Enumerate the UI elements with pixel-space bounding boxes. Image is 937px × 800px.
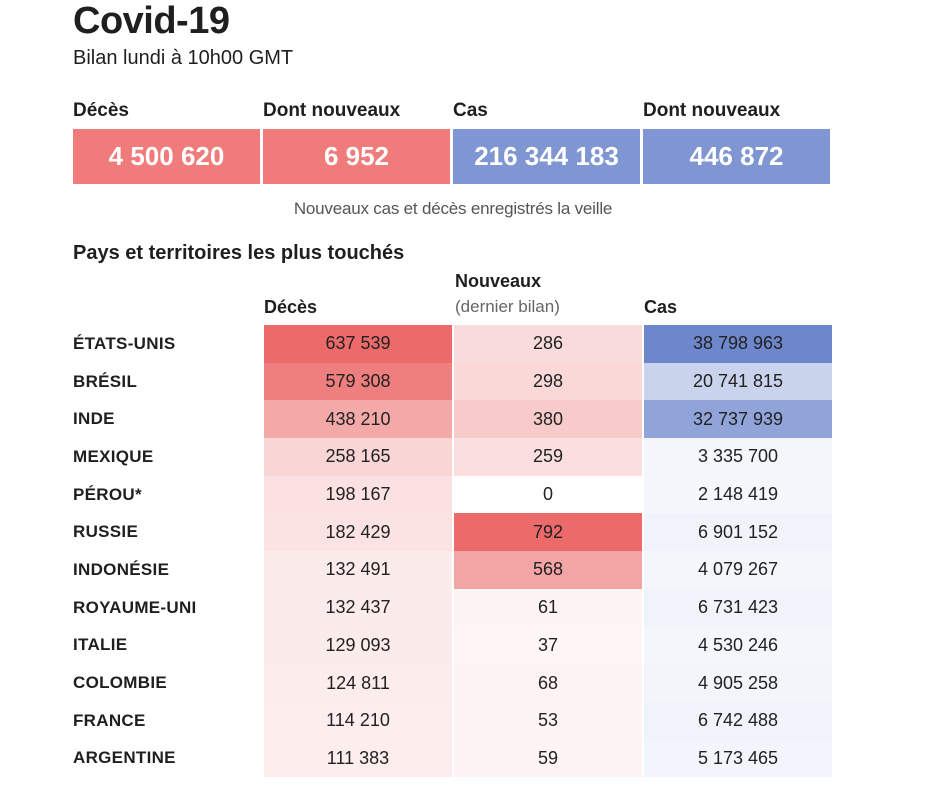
table-row: ITALIE 129 093 37 4 530 246 <box>73 626 835 665</box>
table-row: BRÉSIL 579 308 298 20 741 815 <box>73 362 835 401</box>
cases-cell: 2 148 419 <box>644 475 832 514</box>
country-label: ÉTATS-UNIS <box>73 333 176 353</box>
country-label: BRÉSIL <box>73 371 138 391</box>
cases-cell: 20 741 815 <box>644 362 832 401</box>
deaths-cell: 182 429 <box>264 513 452 552</box>
country-label: ITALIE <box>73 635 128 655</box>
new-cell: 259 <box>454 438 642 476</box>
new-cell: 792 <box>454 513 642 552</box>
country-label: FRANCE <box>73 710 146 730</box>
table-row: MEXIQUE 258 165 259 3 335 700 <box>73 438 835 476</box>
table-row: COLOMBIE 124 811 68 4 905 258 <box>73 664 835 702</box>
column-header-new-sub: (dernier bilan) <box>455 297 560 316</box>
table-row: INDONÉSIE 132 491 568 4 079 267 <box>73 551 835 589</box>
table-row: RUSSIE 182 429 792 6 901 152 <box>73 513 835 552</box>
table-row: ARGENTINE 111 383 59 5 173 465 <box>73 739 835 778</box>
column-header-cases: Cas <box>644 297 678 317</box>
cases-cell: 4 905 258 <box>644 664 832 702</box>
table-row: FRANCE 114 210 53 6 742 488 <box>73 701 835 740</box>
cases-cell: 6 901 152 <box>644 513 832 552</box>
table-row: ÉTATS-UNIS 637 539 286 38 798 963 <box>73 325 835 363</box>
page-subtitle: Bilan lundi à 10h00 GMT <box>73 47 294 69</box>
cases-cell: 38 798 963 <box>644 325 832 363</box>
country-label: ARGENTINE <box>73 748 176 768</box>
new-cell: 286 <box>454 325 642 363</box>
column-header-deaths: Décès <box>264 297 318 317</box>
deaths-cell: 132 491 <box>264 551 452 589</box>
new-cell: 59 <box>454 739 642 778</box>
new-cell: 37 <box>454 626 642 665</box>
table-row: ROYAUME-UNI 132 437 61 6 731 423 <box>73 588 835 627</box>
country-label: MEXIQUE <box>73 446 154 466</box>
country-label: PÉROU* <box>73 484 142 504</box>
data-table: ÉTATS-UNIS 637 539 286 38 798 963 BRÉSIL 579 … <box>73 325 835 778</box>
new-cell: 298 <box>454 362 642 401</box>
deaths-cell: 579 308 <box>264 362 452 401</box>
cases-cell: 5 173 465 <box>644 739 832 778</box>
cases-cell: 32 737 939 <box>644 400 832 439</box>
summary-new-cases-label: Dont nouveaux <box>643 100 781 121</box>
table-row: PÉROU* 198 167 0 2 148 419 <box>73 475 835 514</box>
new-cell: 568 <box>454 551 642 589</box>
summary-deaths-value: 4 500 620 <box>73 129 260 184</box>
summary-deaths-label: Décès <box>73 100 129 121</box>
deaths-cell: 114 210 <box>264 701 452 740</box>
country-label: COLOMBIE <box>73 673 168 693</box>
page-title: Covid-19 <box>73 0 230 42</box>
deaths-cell: 438 210 <box>264 400 452 439</box>
table-title: Pays et territoires les plus touchés <box>73 242 405 264</box>
summary-cases-label: Cas <box>453 100 488 121</box>
new-cell: 0 <box>454 475 642 514</box>
deaths-cell: 129 093 <box>264 626 452 665</box>
deaths-cell: 111 383 <box>264 739 452 778</box>
country-label: INDONÉSIE <box>73 559 170 579</box>
country-label: INDE <box>73 409 115 429</box>
deaths-cell: 124 811 <box>264 664 452 702</box>
table-row: INDE 438 210 380 32 737 939 <box>73 400 835 439</box>
deaths-cell: 637 539 <box>264 325 452 363</box>
deaths-cell: 198 167 <box>264 475 452 514</box>
cases-cell: 3 335 700 <box>644 438 832 476</box>
new-cell: 53 <box>454 701 642 740</box>
summary-note: Nouveaux cas et décès enregistrés la vei… <box>293 199 613 218</box>
summary-new-deaths-value: 6 952 <box>263 129 450 184</box>
summary-new-deaths-label: Dont nouveaux <box>263 100 401 121</box>
new-cell: 61 <box>454 588 642 627</box>
deaths-cell: 258 165 <box>264 438 452 476</box>
new-cell: 380 <box>454 400 642 439</box>
column-header-new: Nouveaux <box>455 271 542 291</box>
cases-cell: 6 731 423 <box>644 588 832 627</box>
summary-cases-value: 216 344 183 <box>453 129 640 184</box>
summary-new-cases-value: 446 872 <box>643 129 830 184</box>
cases-cell: 6 742 488 <box>644 701 832 740</box>
cases-cell: 4 079 267 <box>644 551 832 589</box>
cases-cell: 4 530 246 <box>644 626 832 665</box>
country-label: RUSSIE <box>73 522 139 542</box>
country-label: ROYAUME-UNI <box>73 597 197 617</box>
new-cell: 68 <box>454 664 642 702</box>
deaths-cell: 132 437 <box>264 588 452 627</box>
